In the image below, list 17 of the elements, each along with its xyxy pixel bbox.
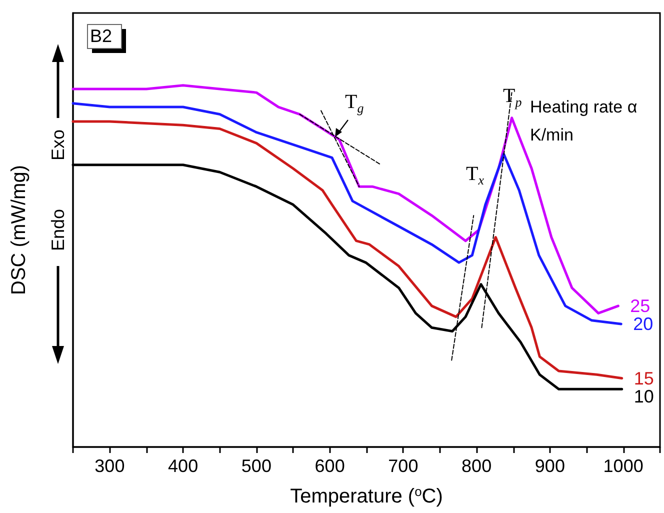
x-tick-label: 900 <box>534 456 565 476</box>
series-label: 15 <box>634 368 654 388</box>
x-tick-label: 1000 <box>603 456 644 476</box>
text: B2 <box>90 26 112 46</box>
x-tick-label: 500 <box>241 456 272 476</box>
x-tick-label: 600 <box>314 456 345 476</box>
series-label: 20 <box>633 314 654 334</box>
series-label: 10 <box>634 386 654 406</box>
x-tick-label: 700 <box>388 456 418 476</box>
text: Exo <box>48 129 68 161</box>
y-axis-title: DSC (mW/mg) <box>8 165 30 295</box>
x-tick-label: 400 <box>168 456 198 476</box>
series-label: 25 <box>630 296 650 316</box>
text: Endo <box>48 208 68 252</box>
annotation: Heating rate α K/min <box>530 98 642 144</box>
x-tick-label: 300 <box>94 456 125 476</box>
x-tick-label: 800 <box>462 456 492 476</box>
